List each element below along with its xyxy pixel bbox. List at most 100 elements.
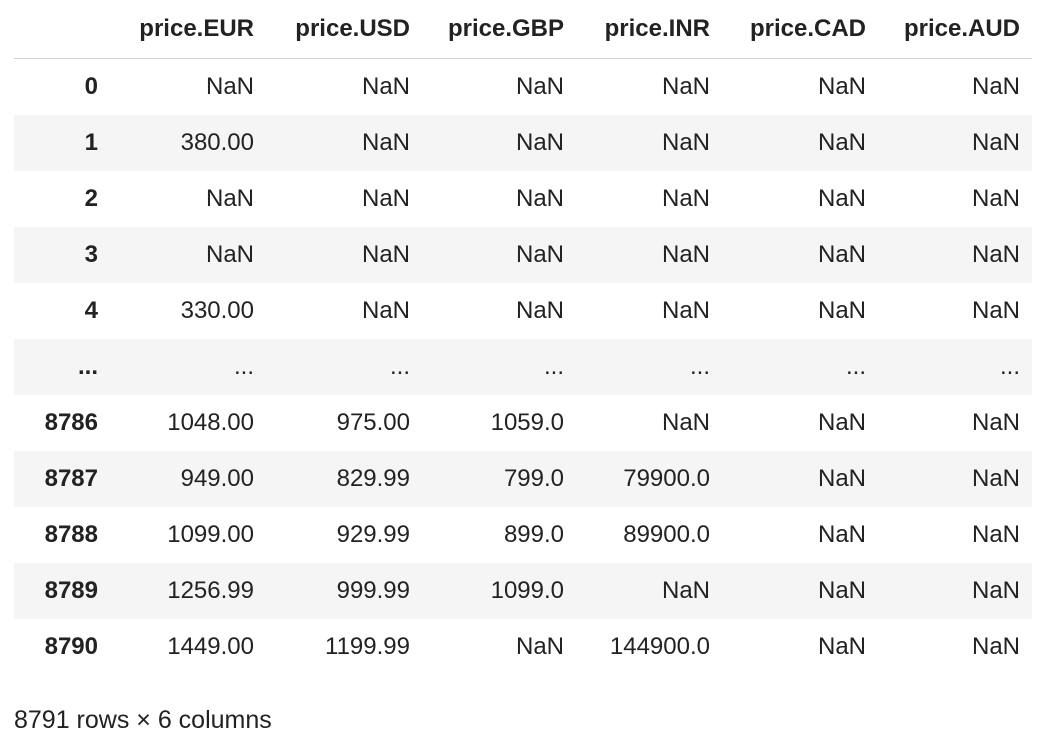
cell-price-eur: 1256.99: [167, 577, 254, 604]
cell-price-aud: NaN: [971, 577, 1020, 604]
column-header-price-cad: price.CAD: [722, 0, 878, 59]
dataframe-table: price.EUR price.USD price.GBP price.INR …: [14, 0, 1032, 675]
cell-price-cad: NaN: [817, 241, 866, 268]
row-index: ...: [77, 353, 98, 380]
cell-price-inr: NaN: [661, 241, 710, 268]
cell-price-inr: 144900.0: [609, 633, 710, 660]
table-row: 8788 1099.00 929.99 899.0 89900.0 NaN NaN: [14, 507, 1032, 563]
cell-price-gbp: NaN: [515, 129, 564, 156]
cell-price-usd: NaN: [361, 73, 410, 100]
cell-price-aud: NaN: [971, 297, 1020, 324]
column-header-price-inr: price.INR: [576, 0, 722, 59]
row-index: 8787: [44, 465, 98, 492]
table-row: 3 NaN NaN NaN NaN NaN NaN: [14, 227, 1032, 283]
row-index: 8790: [44, 633, 98, 660]
cell-price-inr: NaN: [661, 577, 710, 604]
row-index: 4: [84, 297, 98, 324]
cell-price-eur: 1449.00: [167, 633, 254, 660]
cell-price-eur: ...: [233, 353, 254, 380]
table-header: price.EUR price.USD price.GBP price.INR …: [14, 0, 1032, 59]
cell-price-gbp: 1099.0: [490, 577, 564, 604]
cell-price-usd: NaN: [361, 241, 410, 268]
row-index: 8788: [44, 521, 98, 548]
cell-price-gbp: NaN: [515, 73, 564, 100]
table-row: 8787 949.00 829.99 799.0 79900.0 NaN NaN: [14, 451, 1032, 507]
cell-price-cad: NaN: [817, 465, 866, 492]
table-row: 8786 1048.00 975.00 1059.0 NaN NaN NaN: [14, 395, 1032, 451]
index-header: [14, 0, 110, 59]
cell-price-usd: 929.99: [336, 521, 410, 548]
cell-price-gbp: NaN: [515, 241, 564, 268]
cell-price-eur: 330.00: [180, 297, 254, 324]
column-header-price-eur: price.EUR: [110, 0, 266, 59]
cell-price-gbp: NaN: [515, 633, 564, 660]
column-header-price-usd: price.USD: [266, 0, 422, 59]
cell-price-inr: NaN: [661, 185, 710, 212]
cell-price-aud: NaN: [971, 521, 1020, 548]
cell-price-cad: NaN: [817, 129, 866, 156]
cell-price-usd: ...: [389, 353, 410, 380]
cell-price-aud: NaN: [971, 633, 1020, 660]
cell-price-eur: NaN: [205, 241, 254, 268]
cell-price-eur: 1099.00: [167, 521, 254, 548]
cell-price-inr: ...: [689, 353, 710, 380]
cell-price-aud: NaN: [971, 129, 1020, 156]
cell-price-usd: NaN: [361, 297, 410, 324]
cell-price-aud: ...: [999, 353, 1020, 380]
table-row: 8789 1256.99 999.99 1099.0 NaN NaN NaN: [14, 563, 1032, 619]
cell-price-usd: NaN: [361, 185, 410, 212]
cell-price-aud: NaN: [971, 409, 1020, 436]
cell-price-cad: NaN: [817, 521, 866, 548]
cell-price-gbp: NaN: [515, 297, 564, 324]
cell-price-gbp: 899.0: [503, 521, 564, 548]
cell-price-gbp: NaN: [515, 185, 564, 212]
cell-price-usd: 1199.99: [325, 633, 410, 660]
cell-price-inr: 79900.0: [623, 465, 710, 492]
dataframe-shape-summary: 8791 rows × 6 columns: [14, 706, 272, 734]
cell-price-cad: NaN: [817, 73, 866, 100]
table-row: 8790 1449.00 1199.99 NaN 144900.0 NaN NaN: [14, 619, 1032, 675]
row-index: 8789: [44, 577, 98, 604]
table-row: 2 NaN NaN NaN NaN NaN NaN: [14, 171, 1032, 227]
cell-price-inr: 89900.0: [623, 521, 710, 548]
cell-price-cad: NaN: [817, 409, 866, 436]
row-index: 3: [84, 241, 98, 268]
cell-price-cad: NaN: [817, 633, 866, 660]
row-index: 0: [84, 73, 98, 100]
cell-price-inr: NaN: [661, 297, 710, 324]
table-row: 0 NaN NaN NaN NaN NaN NaN: [14, 59, 1032, 116]
cell-price-eur: 1048.00: [167, 409, 254, 436]
cell-price-cad: NaN: [817, 185, 866, 212]
cell-price-gbp: 799.0: [503, 465, 564, 492]
cell-price-usd: 829.99: [336, 465, 410, 492]
cell-price-eur: NaN: [205, 73, 254, 100]
cell-price-aud: NaN: [971, 185, 1020, 212]
cell-price-aud: NaN: [971, 73, 1020, 100]
cell-price-inr: NaN: [661, 409, 710, 436]
cell-price-cad: NaN: [817, 577, 866, 604]
row-index: 1: [84, 129, 98, 156]
cell-price-eur: 380.00: [180, 129, 254, 156]
cell-price-gbp: 1059.0: [490, 409, 564, 436]
cell-price-cad: NaN: [817, 297, 866, 324]
cell-price-inr: NaN: [661, 129, 710, 156]
table-row: 1 380.00 NaN NaN NaN NaN NaN: [14, 115, 1032, 171]
cell-price-inr: NaN: [661, 73, 710, 100]
cell-price-usd: NaN: [361, 129, 410, 156]
ellipsis-row: .....................: [14, 339, 1032, 395]
cell-price-eur: NaN: [205, 185, 254, 212]
column-header-price-gbp: price.GBP: [422, 0, 576, 59]
cell-price-aud: NaN: [971, 241, 1020, 268]
table-row: 4 330.00 NaN NaN NaN NaN NaN: [14, 283, 1032, 339]
cell-price-gbp: ...: [543, 353, 564, 380]
cell-price-cad: ...: [845, 353, 866, 380]
column-header-price-aud: price.AUD: [878, 0, 1032, 59]
cell-price-aud: NaN: [971, 465, 1020, 492]
cell-price-eur: 949.00: [180, 465, 254, 492]
cell-price-usd: 975.00: [336, 409, 410, 436]
cell-price-usd: 999.99: [336, 577, 410, 604]
header-row: price.EUR price.USD price.GBP price.INR …: [14, 0, 1032, 59]
row-index: 2: [84, 185, 98, 212]
dataframe-output: price.EUR price.USD price.GBP price.INR …: [14, 0, 1032, 675]
row-index: 8786: [44, 409, 98, 436]
